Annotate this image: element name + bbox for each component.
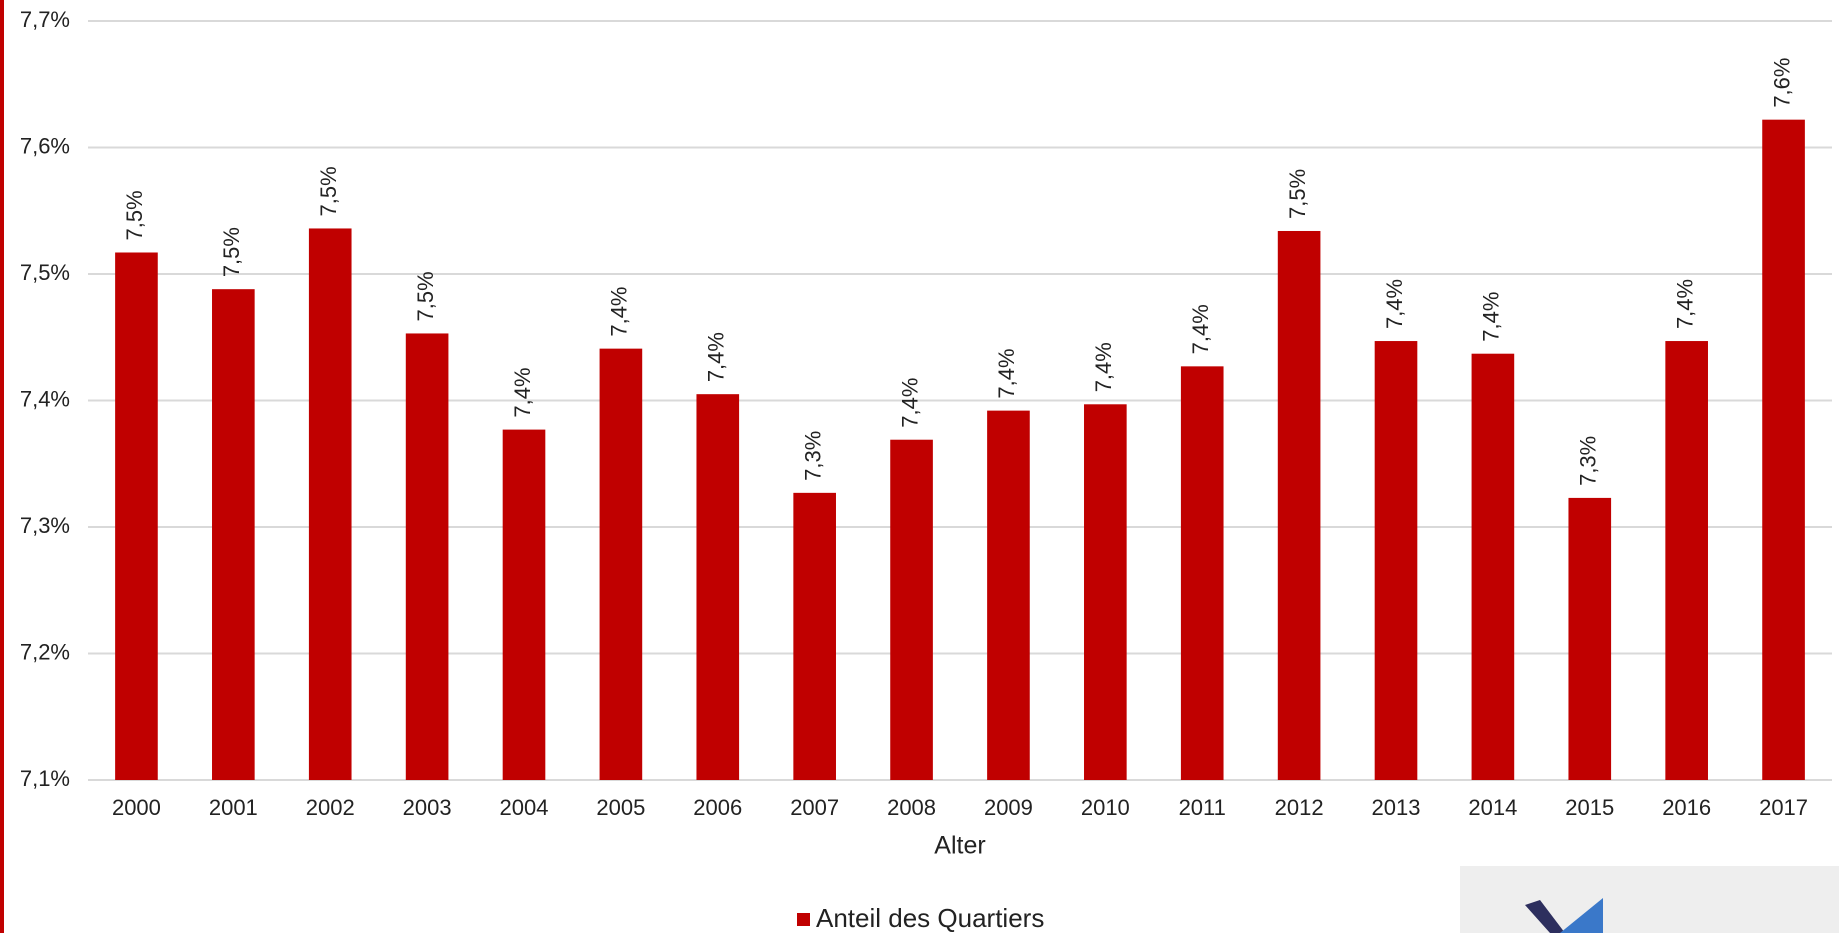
data-label: 7,6% (1769, 58, 1794, 108)
data-label: 7,4% (1479, 292, 1504, 342)
x-tick-label: 2014 (1468, 795, 1517, 820)
data-label: 7,4% (1672, 279, 1697, 329)
bar (1277, 230, 1321, 781)
x-tick-label: 2011 (1179, 795, 1226, 820)
bar (115, 252, 158, 780)
y-tick-label: 7,3% (20, 513, 70, 538)
logo-mark (1525, 900, 1565, 933)
bar (502, 429, 546, 780)
logo-box (1460, 866, 1839, 933)
data-label: 7,4% (1382, 279, 1407, 329)
x-tick-label: 2000 (112, 795, 161, 820)
legend-swatch (797, 913, 810, 926)
x-tick-label: 2004 (500, 795, 549, 820)
x-tick-label: 2005 (596, 795, 645, 820)
x-tick-label: 2008 (887, 795, 936, 820)
bar (1180, 366, 1224, 780)
bar (1374, 341, 1418, 780)
data-label: 7,5% (122, 190, 147, 240)
x-tick-label: 2003 (403, 795, 452, 820)
x-tick-label: 2006 (693, 795, 742, 820)
data-label: 7,4% (897, 378, 922, 428)
data-label: 7,5% (1285, 169, 1310, 219)
data-label: 7,4% (1091, 342, 1116, 392)
data-label: 7,5% (316, 166, 341, 216)
data-label: 7,5% (413, 271, 438, 321)
x-tick-label: 2013 (1372, 795, 1421, 820)
bar (1568, 497, 1612, 780)
x-tick-label: 2016 (1662, 795, 1711, 820)
x-tick-label: 2007 (790, 795, 839, 820)
bar (890, 439, 933, 780)
data-label: 7,4% (704, 332, 729, 382)
x-tick-label: 2017 (1759, 795, 1808, 820)
x-axis-label: Alter (934, 832, 985, 860)
bar (1762, 119, 1805, 781)
y-tick-label: 7,5% (20, 260, 70, 285)
x-tick-label: 2001 (209, 795, 258, 820)
data-label: 7,4% (510, 367, 535, 417)
x-tick-label: 2009 (984, 795, 1033, 820)
bar (212, 289, 255, 780)
data-label: 7,5% (219, 227, 244, 277)
data-label: 7,4% (994, 348, 1019, 398)
x-tick-label: 2015 (1565, 795, 1614, 820)
x-tick-label: 2002 (306, 795, 355, 820)
bar (308, 228, 352, 780)
x-tick-label: 2012 (1275, 795, 1324, 820)
bar (696, 394, 740, 780)
bar (405, 333, 449, 780)
bar (599, 348, 643, 780)
y-tick-label: 7,1% (20, 766, 70, 791)
y-tick-label: 7,2% (20, 639, 70, 664)
x-tick-label: 2010 (1081, 795, 1130, 820)
bar (1084, 404, 1127, 780)
y-tick-label: 7,6% (20, 133, 70, 158)
data-label: 7,4% (607, 286, 632, 336)
y-tick-label: 7,7% (20, 7, 70, 32)
data-label: 7,3% (800, 431, 825, 481)
bar (987, 410, 1030, 780)
data-label: 7,3% (1576, 436, 1601, 486)
bar (793, 492, 836, 780)
bar (1471, 353, 1515, 780)
y-tick-label: 7,4% (20, 386, 70, 411)
legend-label: Anteil des Quartiers (816, 903, 1044, 933)
bar (1665, 341, 1708, 780)
logo-mark (1560, 898, 1603, 933)
left-border (0, 0, 4, 933)
data-label: 7,4% (1188, 304, 1213, 354)
